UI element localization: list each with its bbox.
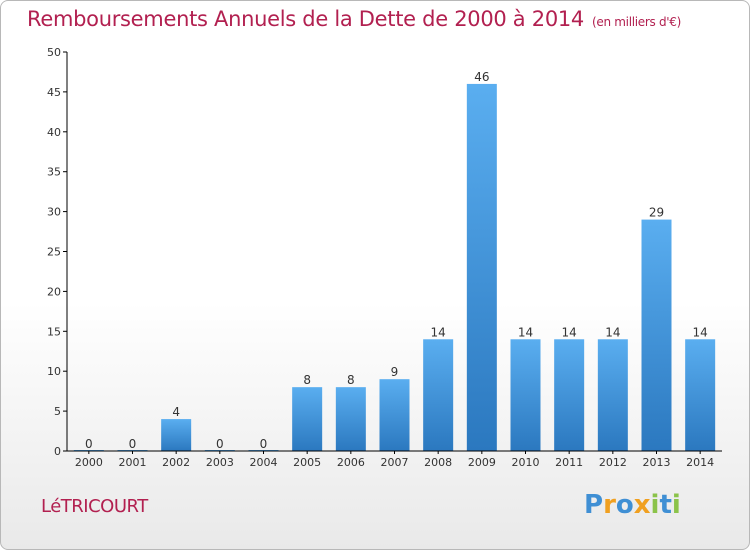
x-tick-label: 2000 <box>75 456 103 469</box>
commune-name: LéTRICOURT <box>41 496 148 517</box>
y-tick-label: 5 <box>54 405 61 418</box>
data-label-2008: 14 <box>431 325 446 339</box>
bar-2002 <box>161 419 192 451</box>
x-tick-label: 2005 <box>293 456 321 469</box>
logo-letter: o <box>615 490 634 520</box>
y-tick-label: 20 <box>47 285 61 298</box>
data-label-2003: 0 <box>216 437 224 451</box>
x-tick-label: 2009 <box>468 456 496 469</box>
proxiti-logo: Proxiti <box>584 490 681 520</box>
y-tick-label: 10 <box>47 365 61 378</box>
bar-2014 <box>685 339 716 451</box>
subtitle-text: (en milliers d'€) <box>592 15 682 29</box>
logo-letter: t <box>659 490 672 520</box>
y-tick-label: 25 <box>47 246 61 259</box>
logo-letter: x <box>633 490 651 520</box>
logo-letter: i <box>650 490 660 520</box>
data-label-2011: 14 <box>562 325 577 339</box>
bar-2013 <box>641 219 672 451</box>
title-text: Remboursements Annuels de la Dette de 20… <box>27 7 584 31</box>
bar-2010 <box>510 339 541 451</box>
y-tick-label: 15 <box>47 325 61 338</box>
x-tick-label: 2014 <box>686 456 714 469</box>
bar-2005 <box>292 387 323 451</box>
data-label-2001: 0 <box>129 437 137 451</box>
x-tick-label: 2004 <box>250 456 278 469</box>
data-label-2013: 29 <box>649 206 664 220</box>
bar-2011 <box>554 339 585 451</box>
x-tick-label: 2011 <box>555 456 583 469</box>
data-label-2005: 8 <box>303 373 311 387</box>
bar-2007 <box>379 379 410 451</box>
x-tick-label: 2007 <box>381 456 409 469</box>
x-tick-label: 2002 <box>162 456 190 469</box>
y-tick-label: 30 <box>47 206 61 219</box>
x-tick-label: 2003 <box>206 456 234 469</box>
data-label-2004: 0 <box>260 437 268 451</box>
y-tick-label: 35 <box>47 166 61 179</box>
data-label-2014: 14 <box>693 325 708 339</box>
x-tick-label: 2013 <box>643 456 671 469</box>
logo-letter: r <box>603 490 616 520</box>
logo-letter: i <box>671 490 681 520</box>
y-tick-label: 40 <box>47 126 61 139</box>
data-label-2002: 4 <box>172 405 180 419</box>
bar-2009 <box>466 83 497 452</box>
x-tick-label: 2006 <box>337 456 365 469</box>
data-label-2007: 9 <box>391 365 399 379</box>
data-label-2009: 46 <box>474 70 489 84</box>
data-label-2010: 14 <box>518 325 533 339</box>
bar-2006 <box>335 387 366 451</box>
y-tick-label: 45 <box>47 86 61 99</box>
data-label-2012: 14 <box>605 325 620 339</box>
y-tick-label: 0 <box>54 445 61 458</box>
x-tick-label: 2010 <box>512 456 540 469</box>
data-label-2006: 8 <box>347 373 355 387</box>
x-tick-label: 2008 <box>424 456 452 469</box>
x-tick-label: 2001 <box>119 456 147 469</box>
y-tick-label: 50 <box>47 46 61 59</box>
logo-letter: P <box>584 490 604 520</box>
bar-2012 <box>597 339 628 451</box>
data-label-2000: 0 <box>85 437 93 451</box>
bar-2008 <box>423 339 454 451</box>
chart-title: Remboursements Annuels de la Dette de 20… <box>27 7 681 31</box>
x-tick-label: 2012 <box>599 456 627 469</box>
